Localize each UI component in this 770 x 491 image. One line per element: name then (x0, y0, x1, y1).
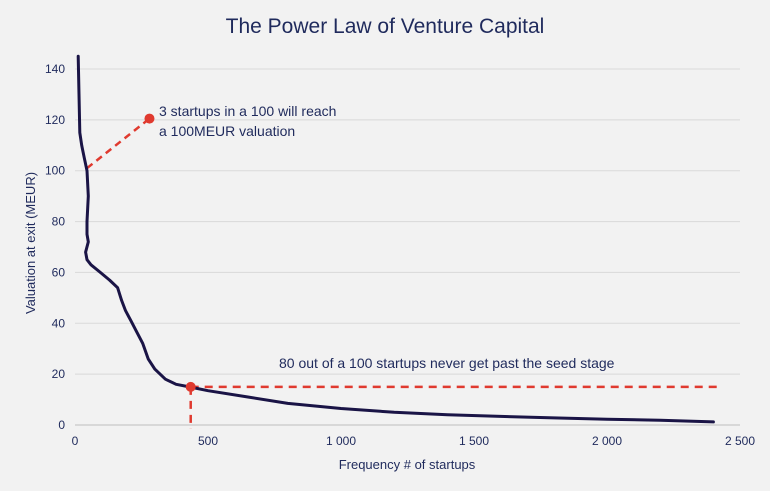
annotations: 3 startups in a 100 will reach a 100MEUR … (86, 103, 722, 429)
x-tick-label: 1 000 (326, 434, 356, 448)
annotation-1-text: a 100MEUR valuation (159, 123, 295, 139)
chart-title: The Power Law of Venture Capital (226, 15, 545, 38)
grid-lines (75, 68, 740, 426)
y-tick-label: 120 (45, 113, 65, 127)
x-tick-label: 2 000 (592, 434, 622, 448)
x-tick-label: 500 (198, 434, 218, 448)
x-tick-label: 0 (72, 434, 79, 448)
y-tick-label: 80 (52, 215, 66, 229)
x-tick-label: 1 500 (459, 434, 489, 448)
annotation-2-marker (185, 381, 196, 392)
y-tick-label: 140 (45, 62, 65, 76)
y-tick-label: 100 (45, 164, 65, 178)
y-tick-label: 0 (58, 418, 65, 432)
y-tick-label: 20 (52, 367, 66, 381)
y-tick-label: 40 (52, 316, 66, 330)
annotation-1-marker (144, 113, 155, 124)
annotation-markers (144, 113, 196, 392)
series-line (76, 54, 715, 424)
annotation-1-leader (86, 117, 151, 170)
x-tick-label: 2 500 (725, 434, 755, 448)
x-axis-label: Frequency # of startups (339, 457, 476, 472)
axis-ticks: 0 20 40 60 80 100 120 140 0 500 1 000 1 500 2 000 2 5… (45, 62, 755, 448)
y-tick-label: 60 (52, 265, 66, 279)
annotation-1-text: 3 startups in a 100 will reach (159, 103, 336, 119)
y-axis-label: Valuation at exit (MEUR) (23, 172, 38, 314)
annotation-2-text: 80 out of a 100 startups never get past … (279, 355, 615, 371)
